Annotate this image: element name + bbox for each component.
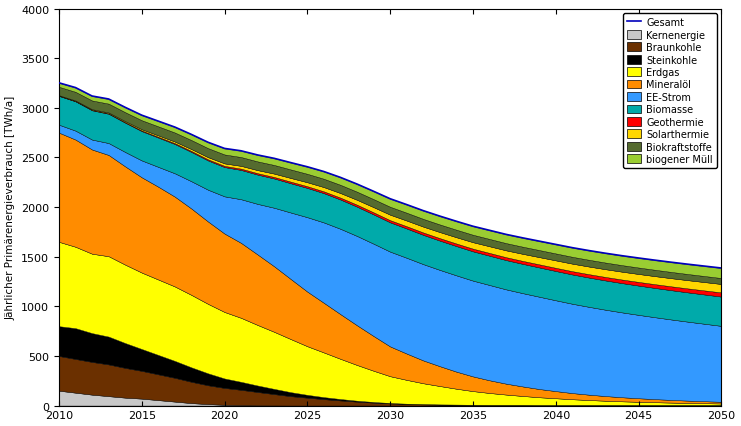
Y-axis label: Jährlicher Primärenergieverbrauch [TWh/a]: Jährlicher Primärenergieverbrauch [TWh/a… [5, 96, 16, 320]
Legend: Gesamt, Kernenergie, Braunkohle, Steinkohle, Erdgas, Mineralöl, EE-Strom, Biomas: Gesamt, Kernenergie, Braunkohle, Steinko… [622, 14, 717, 169]
